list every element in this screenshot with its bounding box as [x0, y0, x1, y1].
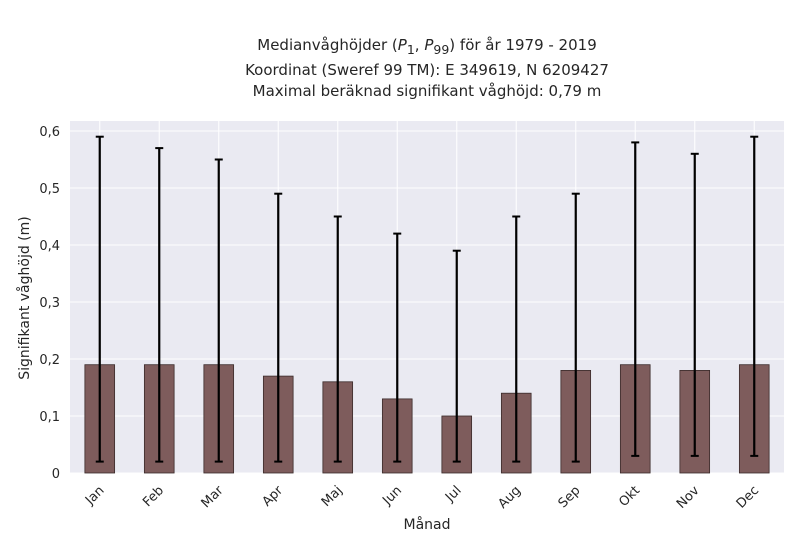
y-tick-label: 0,3 — [39, 296, 60, 311]
x-tick-label: Maj — [319, 483, 346, 510]
x-tick-label: Dec — [734, 483, 762, 511]
chart-title: Medianvåghöjder (P1, P99) för år 1979 - … — [0, 35, 800, 102]
y-tick-label: 0 — [52, 467, 60, 482]
x-tick-labels: Jan Feb Mar Apr Maj Jun Jul Aug Sep Okt Nov Dec — [82, 483, 762, 512]
x-tick-label: Mar — [199, 483, 227, 511]
y-tick-labels: 0 0,1 0,2 0,3 0,4 0,5 0,6 — [39, 125, 60, 482]
x-tick-label: Okt — [616, 483, 643, 510]
error-bars — [95, 135, 759, 463]
y-tick-label: 0,2 — [39, 353, 60, 368]
x-tick-label: Jun — [379, 483, 405, 509]
title-comma: , — [414, 36, 425, 54]
p1-subscript: 1 — [406, 42, 415, 57]
title-text: Medianvåghöjder ( — [257, 36, 398, 54]
title-line-1: Medianvåghöjder (P1, P99) för år 1979 - … — [0, 35, 800, 60]
title-line-2: Koordinat (Sweref 99 TM): E 349619, N 62… — [245, 61, 609, 79]
y-tick-label: 0,1 — [39, 410, 60, 425]
x-tick-label: Sep — [556, 483, 584, 511]
x-tick-label: Jul — [442, 483, 464, 505]
x-tick-label: Apr — [260, 483, 287, 510]
x-tick-label: Jan — [82, 483, 107, 508]
y-tick-label: 0,5 — [39, 182, 60, 197]
y-tick-label: 0,4 — [39, 239, 60, 254]
title-line-3: Maximal beräknad signifikant våghöjd: 0,… — [252, 82, 602, 100]
p1-symbol: P — [397, 36, 407, 54]
plot-area — [70, 121, 784, 473]
x-tick-label: Aug — [496, 483, 525, 512]
p99-symbol: P — [424, 36, 434, 54]
x-axis-label: Månad — [403, 517, 451, 533]
y-tick-label: 0,6 — [39, 125, 60, 140]
x-tick-label: Feb — [140, 483, 167, 510]
x-tick-label: Nov — [674, 483, 703, 512]
p99-subscript: 99 — [433, 42, 450, 57]
title-suffix: ) för år 1979 - 2019 — [449, 36, 597, 54]
